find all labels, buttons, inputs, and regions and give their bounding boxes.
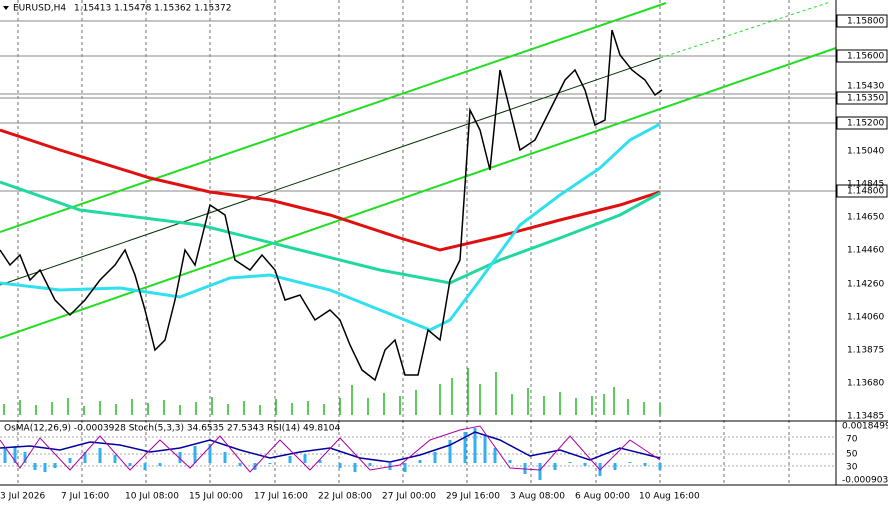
price-label: 1.13875: [847, 346, 884, 356]
price-label: 1.15800: [847, 17, 884, 27]
price-label: 1.15430: [847, 82, 884, 92]
indicator-header: OsMA(12,26,9) -0.0003928 Stoch(5,3,3) 34…: [4, 424, 340, 434]
indicator-scale: 70: [846, 435, 858, 445]
menu-arrow[interactable]: [3, 6, 9, 10]
price-label: 1.14800: [847, 187, 884, 197]
time-label: 3 Aug 08:00: [510, 492, 565, 502]
time-label: 27 Jul 00:00: [382, 492, 436, 502]
indicator-scale: 30: [846, 463, 858, 473]
price-label: 1.13485: [847, 412, 884, 422]
price-label: 1.13680: [847, 379, 884, 389]
time-label: 3 Jul 2026: [0, 492, 45, 502]
price-label: 1.14650: [847, 213, 884, 223]
indicator-levels: [0, 436, 836, 467]
price-label: 1.15600: [847, 52, 884, 62]
symbol: EURUSD,H4: [13, 4, 66, 14]
price-label: 1.15200: [847, 119, 884, 129]
price-labels: 1.15800 1.15600 1.15430 1.15350 1.15200 …: [847, 17, 884, 422]
level-lines: [0, 20, 836, 192]
stoch-line: [0, 425, 661, 473]
price-path: [0, 29, 663, 382]
indicator-scale: 50: [846, 450, 858, 460]
price-label: 1.15040: [847, 147, 884, 157]
indicator-scale: -0.000903: [842, 476, 888, 486]
ma-red: [0, 128, 661, 252]
price-label: 1.14460: [847, 246, 884, 256]
price-label: 1.15350: [847, 94, 884, 104]
osma-histogram: [3, 428, 662, 480]
time-label: 22 Jul 08:00: [318, 492, 372, 502]
time-label: 15 Jul 00:00: [189, 492, 243, 502]
volume-bars: [3, 368, 661, 415]
price-boxes: [836, 14, 888, 198]
ma-cyan: [0, 122, 661, 332]
time-label: 17 Jul 16:00: [254, 492, 308, 502]
time-label: 29 Jul 16:00: [446, 492, 500, 502]
price-label: 1.14845: [847, 180, 884, 190]
time-label: 7 Jul 16:00: [61, 492, 110, 502]
price-label: 1.14060: [847, 313, 884, 323]
time-labels: 3 Jul 2026 7 Jul 16:00 10 Jul 08:00 15 J…: [0, 492, 700, 502]
time-label: 6 Aug 00:00: [575, 492, 630, 502]
ma-teal: [0, 180, 661, 285]
price-label: 1.14260: [847, 280, 884, 290]
time-label: 10 Aug 16:00: [639, 492, 700, 502]
ohlc: 1.15413 1.15478 1.15362 1.15372: [74, 4, 231, 14]
indicator-scale: 0.0018499: [842, 422, 888, 432]
time-label: 10 Jul 08:00: [125, 492, 179, 502]
